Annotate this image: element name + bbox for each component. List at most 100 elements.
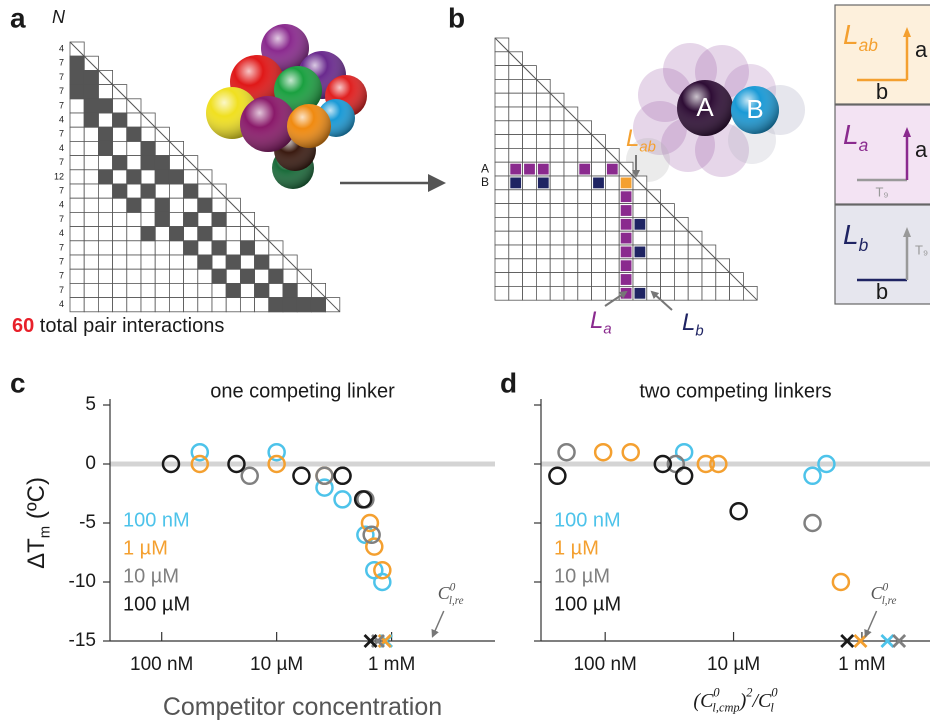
grid-cell: [140, 282, 156, 298]
text-part: l,re: [882, 594, 897, 606]
contact-cell: [225, 254, 241, 270]
grid-cell: [140, 211, 156, 227]
grid-cell: [494, 258, 510, 273]
cross-marker: [363, 634, 378, 648]
text-part: a: [603, 322, 611, 338]
x-tick-label: 1 mM: [838, 654, 886, 675]
grid-cell: [701, 258, 717, 273]
grid-cell: [591, 285, 606, 301]
data-point: [267, 454, 286, 474]
text-part: b: [695, 324, 703, 340]
linker-cell: [634, 287, 646, 299]
grid-cell: [549, 134, 565, 149]
grid-cell: [494, 175, 510, 191]
contact-cell: [140, 140, 156, 156]
n-value: 4: [59, 43, 64, 53]
grid-cell: [591, 258, 606, 273]
grid-cell: [494, 203, 510, 218]
grid-cell: [646, 272, 661, 287]
grid-cell: [536, 120, 551, 136]
text-part: ΔT: [23, 538, 50, 569]
grid-cell: [494, 134, 510, 149]
contact-cell: [98, 169, 114, 185]
contact-cell: [296, 297, 312, 313]
grid-cell: [646, 203, 661, 218]
text-part: l,cmp: [712, 700, 739, 714]
x-axis-label: Competitor concentration: [163, 693, 442, 721]
grid-cell: [522, 79, 537, 94]
grid-cell: [69, 126, 85, 142]
text-part: L: [682, 309, 695, 336]
contact-cell: [268, 268, 284, 284]
text-part: L: [626, 125, 639, 152]
grid-cell: [508, 203, 523, 218]
contact-cell: [126, 197, 142, 213]
contact-cell: [211, 240, 227, 256]
grid-cell: [225, 240, 241, 256]
grid-cell: [154, 254, 170, 270]
contact-cell: [254, 282, 270, 298]
grid-cell: [508, 230, 523, 246]
grid-cell: [69, 240, 85, 256]
grid-cell: [660, 230, 675, 246]
linker-cell: [620, 246, 632, 258]
grid-cell: [494, 161, 510, 177]
grid-cell: [605, 258, 620, 273]
n-value: 7: [59, 285, 64, 295]
legend-entry: 1 µM: [554, 537, 599, 559]
legend-entry: 100 µM: [554, 593, 621, 615]
data-point: [227, 454, 246, 474]
grid-cell: [508, 285, 523, 301]
grid-cell: [112, 254, 128, 270]
grid-cell: [211, 297, 227, 313]
n-value: 7: [59, 100, 64, 110]
y-tick-label: -5: [79, 512, 96, 533]
grid-cell: [140, 297, 156, 313]
grid-cell: [549, 161, 565, 177]
grid-cell: [549, 272, 565, 287]
grid-cell: [126, 155, 142, 171]
grid-cell: [225, 268, 241, 284]
grid-cell: [168, 211, 184, 227]
contact-cell: [183, 183, 199, 199]
n-value: 7: [59, 86, 64, 96]
grid-cell: [494, 189, 510, 205]
data-point: [831, 572, 851, 592]
grid-cell: [549, 230, 565, 246]
data-point: [190, 442, 210, 462]
text-part: Competitor concentration: [163, 693, 442, 721]
sphere-cluster: [206, 24, 367, 189]
contact-cell: [282, 297, 298, 313]
y-tick-label: -15: [69, 630, 96, 651]
grid-cell: [140, 197, 156, 213]
grid-cell: [112, 126, 128, 142]
legend-h-label: b: [876, 279, 888, 304]
text-part: 60: [12, 315, 34, 337]
grid-cell: [83, 254, 99, 270]
grid-cell: [632, 189, 648, 205]
grid-cell: [126, 183, 142, 199]
data-point: [548, 466, 567, 486]
grid-cell: [632, 272, 648, 287]
linker-cell: [620, 274, 632, 285]
grid-cell: [549, 189, 565, 205]
grid-cell: [83, 297, 99, 313]
label-b: Lb: [682, 309, 704, 339]
grid-cell: [563, 175, 579, 191]
text-part: L: [843, 119, 859, 150]
contact-cell: [140, 226, 156, 242]
grid-cell: [69, 197, 85, 213]
grid-cell: [522, 92, 537, 108]
grid-cell: [168, 297, 184, 313]
contact-cell: [98, 126, 114, 142]
grid-cell: [183, 297, 199, 313]
grid-cell: [239, 226, 255, 242]
linker-cell: [620, 205, 632, 216]
panel-letter: a: [10, 2, 26, 33]
grid-cell: [536, 147, 551, 163]
grid-cell: [536, 92, 551, 108]
legend-arrow-head: [903, 227, 911, 237]
grid-cell: [729, 285, 744, 301]
grid-cell: [522, 175, 537, 191]
grid-cell: [715, 285, 730, 301]
